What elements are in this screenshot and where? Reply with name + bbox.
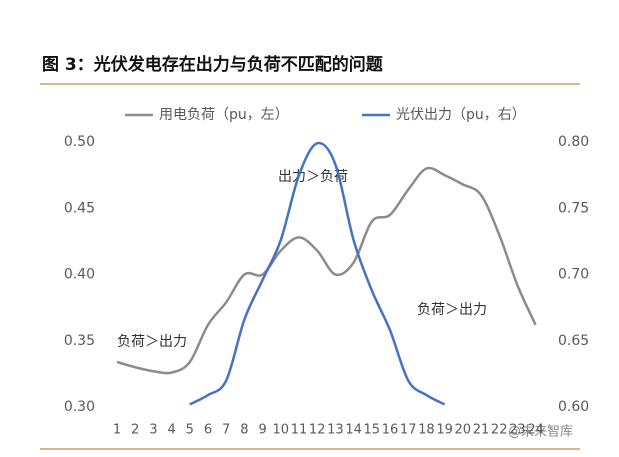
- y-tick-label: 0.40: [64, 267, 95, 283]
- x-tick-label: 11: [291, 423, 308, 438]
- x-tick-label: 16: [382, 423, 399, 438]
- x-tick-label: 14: [345, 423, 362, 438]
- y-tick-label: 0.45: [64, 200, 95, 216]
- watermark: @未来智库: [508, 424, 573, 440]
- chart-title: 图 3：光伏发电存在出力与负荷不匹配的问题: [42, 54, 384, 75]
- x-tick-label: 20: [455, 423, 472, 438]
- series-line: [116, 166, 537, 375]
- x-tick-label: 13: [327, 423, 344, 438]
- x-tick-label: 9: [258, 423, 266, 438]
- y-tick-label: 0.50: [64, 134, 95, 150]
- annotation: 出力＞负荷: [278, 169, 348, 185]
- x-tick-label: 24: [527, 423, 544, 438]
- x-tick-label: 6: [204, 423, 212, 438]
- x-tick-label: 17: [400, 423, 417, 438]
- x-tick-label: 8: [240, 423, 248, 438]
- legend-label: 用电负荷（pu，左）: [159, 107, 289, 123]
- y-tick-label: 0.30: [64, 399, 95, 415]
- y2-tick-label: 0.80: [558, 134, 589, 150]
- x-tick-label: 12: [309, 423, 326, 438]
- x-tick-label: 5: [186, 423, 194, 438]
- x-tick-label: 15: [364, 423, 381, 438]
- x-tick-label: 18: [418, 423, 435, 438]
- y2-tick-label: 0.65: [558, 333, 589, 349]
- series-line: [189, 141, 446, 406]
- x-tick-label: 4: [167, 423, 175, 438]
- x-tick-label: 22: [491, 423, 508, 438]
- annotation: 负荷＞出力: [117, 334, 187, 350]
- x-tick-label: 19: [436, 423, 453, 438]
- annotation: 负荷＞出力: [417, 302, 487, 318]
- x-tick-label: 1: [113, 423, 121, 438]
- y2-tick-label: 0.75: [558, 200, 589, 216]
- y2-tick-label: 0.60: [558, 399, 589, 415]
- x-tick-label: 3: [149, 423, 157, 438]
- x-tick-label: 23: [509, 423, 526, 438]
- y2-tick-label: 0.70: [558, 267, 589, 283]
- x-tick-label: 21: [473, 423, 490, 438]
- x-tick-label: 7: [222, 423, 230, 438]
- legend-label: 光伏出力（pu，右）: [396, 107, 526, 123]
- y-tick-label: 0.35: [64, 333, 95, 349]
- x-tick-label: 2: [131, 423, 139, 438]
- x-tick-label: 10: [273, 423, 290, 438]
